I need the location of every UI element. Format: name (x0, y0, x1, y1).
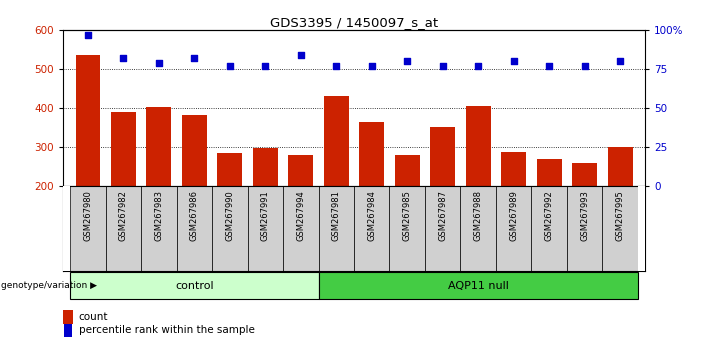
Text: GSM267989: GSM267989 (509, 190, 518, 241)
Text: GSM267983: GSM267983 (154, 190, 163, 241)
Point (82, 32, 93, 38)
Bar (147, 107, 171, 186)
Bar (567, 186, 602, 271)
Bar (395, 155, 420, 186)
Point (472, 63, 484, 69)
Text: genotype/variation ▶: genotype/variation ▶ (1, 281, 97, 290)
Bar (247, 186, 283, 271)
Text: GSM267995: GSM267995 (615, 190, 625, 241)
Text: GSM267980: GSM267980 (83, 190, 93, 241)
Bar (390, 186, 425, 271)
Bar (288, 155, 313, 186)
Bar (106, 186, 141, 271)
Text: GSM267985: GSM267985 (402, 190, 411, 241)
Bar (638, 186, 645, 271)
Text: control: control (175, 281, 214, 291)
Bar (537, 159, 562, 186)
Bar (501, 152, 526, 186)
Bar (572, 163, 597, 186)
Bar (217, 153, 243, 186)
Text: count: count (79, 312, 109, 322)
Bar (212, 186, 247, 271)
Bar (354, 186, 390, 271)
Point (189, 55, 200, 61)
Bar (111, 112, 136, 186)
Bar (608, 147, 632, 186)
Point (508, 58, 519, 64)
Text: GSM267988: GSM267988 (474, 190, 483, 241)
Point (543, 63, 554, 69)
Bar (465, 106, 491, 186)
Text: AQP11 null: AQP11 null (448, 281, 509, 291)
Bar (602, 186, 638, 271)
Point (259, 63, 271, 69)
Bar (63, 186, 70, 271)
Bar (430, 127, 455, 186)
Bar (63, 310, 73, 324)
Bar (531, 186, 567, 271)
Text: GSM267994: GSM267994 (297, 190, 306, 241)
Point (154, 60, 165, 65)
Title: GDS3395 / 1450097_s_at: GDS3395 / 1450097_s_at (270, 16, 438, 29)
Text: GSM267984: GSM267984 (367, 190, 376, 241)
Text: GSM267981: GSM267981 (332, 190, 341, 241)
Text: GSM267990: GSM267990 (225, 190, 234, 241)
Bar (253, 148, 278, 186)
Bar (324, 96, 348, 186)
Bar (283, 186, 318, 271)
Text: GSM267991: GSM267991 (261, 190, 270, 241)
Text: GSM267993: GSM267993 (580, 190, 589, 241)
Bar (182, 115, 207, 186)
Bar (141, 186, 177, 271)
Point (118, 55, 129, 61)
Bar (318, 272, 638, 299)
Text: percentile rank within the sample: percentile rank within the sample (79, 325, 254, 335)
Point (366, 63, 377, 69)
Text: GSM267982: GSM267982 (119, 190, 128, 241)
Bar (70, 186, 106, 271)
Bar (64, 324, 72, 337)
Point (615, 58, 626, 64)
Point (295, 52, 306, 58)
Bar (496, 186, 531, 271)
Bar (425, 186, 461, 271)
Bar (177, 186, 212, 271)
Bar (76, 55, 100, 186)
Point (579, 63, 590, 69)
Point (331, 63, 342, 69)
Text: GSM267992: GSM267992 (545, 190, 554, 241)
Text: GSM267986: GSM267986 (190, 190, 199, 241)
Bar (360, 122, 384, 186)
Bar (70, 272, 318, 299)
Point (437, 63, 449, 69)
Text: GSM267987: GSM267987 (438, 190, 447, 241)
Point (224, 63, 236, 69)
Bar (318, 186, 354, 271)
Bar (461, 186, 496, 271)
Point (402, 58, 413, 64)
